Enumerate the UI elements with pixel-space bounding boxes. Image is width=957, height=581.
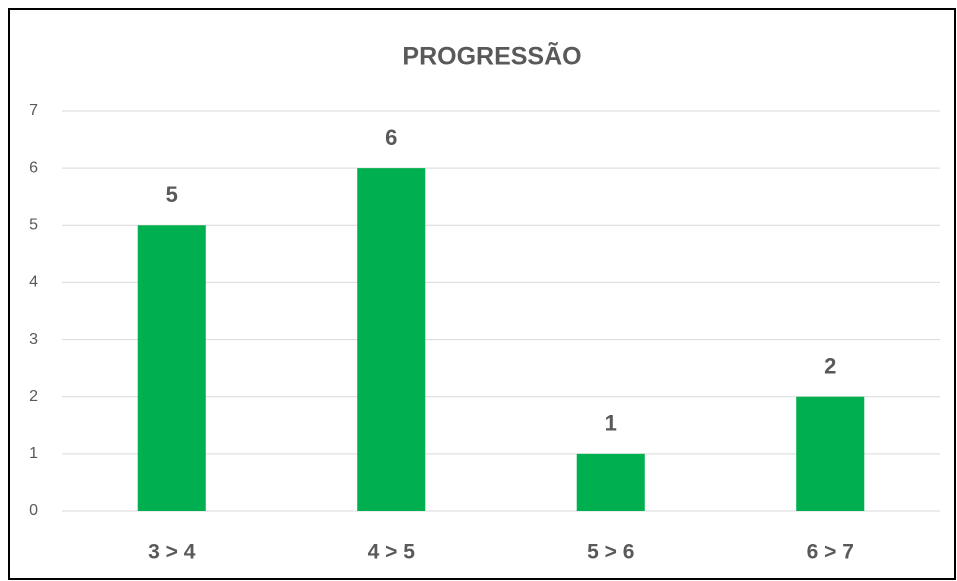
bar	[357, 168, 426, 511]
x-tick-label: 4 > 5	[368, 541, 416, 564]
chart-title: PROGRESSÃO	[402, 41, 581, 71]
data-label: 6	[385, 125, 397, 150]
y-tick-label: 2	[29, 388, 38, 405]
bar	[137, 225, 206, 512]
data-label: 5	[166, 182, 178, 207]
y-tick-label: 7	[29, 102, 38, 119]
data-label: 1	[605, 411, 617, 436]
y-tick-label: 1	[29, 445, 38, 462]
y-tick-label: 4	[29, 274, 38, 291]
x-tick-label: 5 > 6	[587, 541, 634, 564]
x-tick-label: 6 > 7	[807, 541, 854, 564]
y-tick-label: 5	[29, 217, 38, 234]
bar	[796, 396, 865, 511]
y-tick-label: 6	[29, 159, 38, 176]
data-label: 2	[824, 354, 836, 379]
x-tick-label: 3 > 4	[148, 541, 196, 564]
y-tick-label: 3	[29, 331, 38, 348]
y-tick-label: 0	[29, 502, 38, 519]
bar	[576, 453, 645, 511]
